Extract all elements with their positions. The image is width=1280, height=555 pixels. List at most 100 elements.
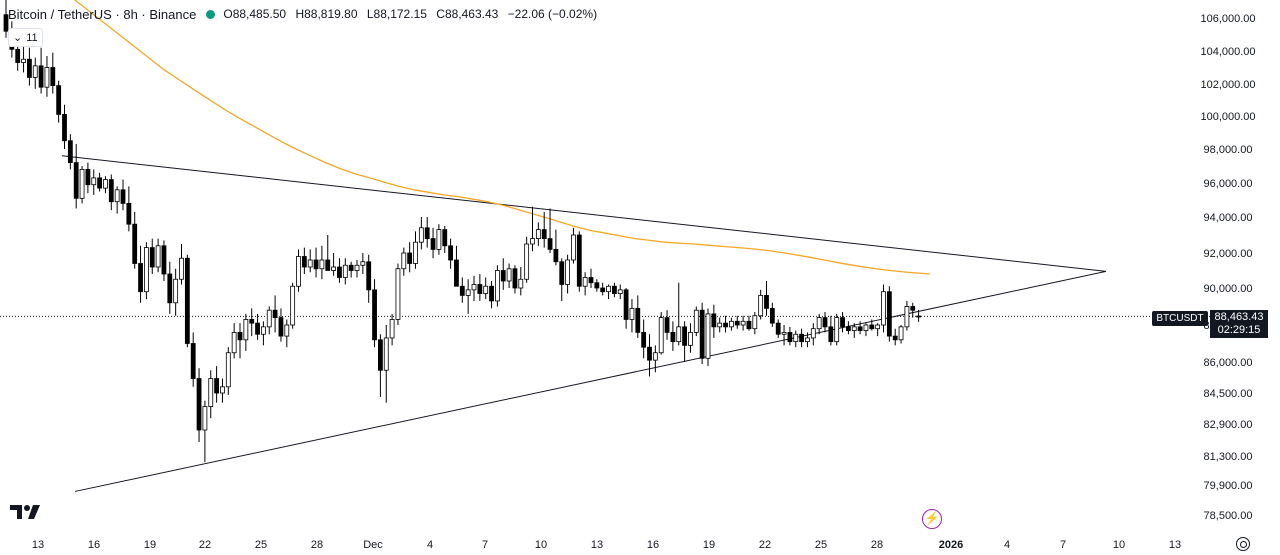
candle-body xyxy=(459,285,465,296)
candle-body xyxy=(424,227,430,240)
candle-body xyxy=(828,326,834,343)
candle-body xyxy=(518,278,524,289)
x-tick-label: Dec xyxy=(363,539,383,551)
candle-body xyxy=(688,331,693,346)
indicator-count: 11 xyxy=(26,31,38,44)
candle-body xyxy=(810,328,816,339)
candle-body xyxy=(553,248,559,263)
candle-body xyxy=(62,114,67,142)
candle-body xyxy=(32,65,38,78)
low-label: L xyxy=(366,7,374,21)
candle-body xyxy=(740,320,746,326)
candle-body xyxy=(383,337,389,371)
candle-body xyxy=(506,268,512,282)
x-tick-label: 10 xyxy=(535,539,547,551)
candle-body xyxy=(15,48,21,63)
candle-body xyxy=(3,14,9,32)
candle-body xyxy=(851,326,857,331)
candle-body xyxy=(892,335,898,341)
candle-body xyxy=(746,320,752,330)
candle-body xyxy=(571,234,576,261)
candle-body xyxy=(354,264,360,271)
y-tick-label: 84,500.00 xyxy=(1204,388,1253,400)
candle-body xyxy=(132,223,138,264)
candle-body xyxy=(670,331,676,343)
candle-body xyxy=(541,229,547,240)
candle-body xyxy=(483,285,489,294)
chevron-down-icon: ⌄ xyxy=(13,32,23,44)
candle-body xyxy=(863,324,869,331)
candle-body xyxy=(664,317,670,333)
last-price-value: 88,463.43 xyxy=(1214,311,1264,323)
candle-body xyxy=(389,319,395,339)
candle-body xyxy=(255,322,260,335)
x-tick-label: 7 xyxy=(482,539,488,551)
y-tick-label: 98,000.00 xyxy=(1204,144,1253,156)
candle-body xyxy=(559,261,565,285)
x-tick-label: 22 xyxy=(759,539,771,551)
x-tick-label: 13 xyxy=(591,539,603,551)
candle-body xyxy=(904,306,910,328)
y-tick-label: 92,000.00 xyxy=(1204,248,1253,260)
candle-body xyxy=(155,245,161,268)
candle-body xyxy=(489,285,494,302)
candle-body xyxy=(436,229,442,250)
symbol-title[interactable]: Bitcoin / TetherUS · 8h · Binance xyxy=(8,6,197,22)
y-tick-label: 94,000.00 xyxy=(1204,212,1253,224)
x-tick-label: 13 xyxy=(1169,539,1181,551)
x-tick-label: 4 xyxy=(427,539,433,551)
market-status-icon xyxy=(206,9,216,19)
x-tick-label: 19 xyxy=(703,539,715,551)
candle-body xyxy=(50,67,56,87)
candle-body xyxy=(857,326,863,331)
indicator-collapse-button[interactable]: ⌄ 11 xyxy=(8,28,43,47)
tradingview-logo-icon[interactable] xyxy=(10,503,42,521)
candle-body xyxy=(535,229,541,240)
candle-body xyxy=(56,85,62,115)
candle-body xyxy=(143,247,149,293)
candle-body xyxy=(781,331,787,335)
candle-body xyxy=(752,315,758,330)
candle-body xyxy=(647,346,652,361)
candle-body xyxy=(97,177,102,189)
candle-body xyxy=(898,326,904,341)
y-tick-label: 81,300.00 xyxy=(1204,451,1253,463)
high-value: 88,819.80 xyxy=(304,7,358,21)
candle-body xyxy=(278,317,284,337)
candle-body xyxy=(395,268,401,320)
x-tick-label: 16 xyxy=(647,539,659,551)
candle-body xyxy=(448,245,454,261)
candle-body xyxy=(547,238,553,250)
candle-body xyxy=(220,386,225,394)
candle-body xyxy=(494,270,500,302)
y-tick-label: 96,000.00 xyxy=(1204,178,1253,190)
candle-body xyxy=(360,261,366,266)
settings-icon[interactable] xyxy=(1236,537,1250,551)
candle-body xyxy=(717,322,723,328)
candle-body xyxy=(91,177,97,186)
close-label: C xyxy=(436,7,445,21)
candle-body xyxy=(313,259,319,270)
y-tick-label: 106,000.00 xyxy=(1200,13,1255,25)
candle-body xyxy=(214,378,220,394)
candle-body xyxy=(196,378,202,431)
candle-body xyxy=(249,319,255,324)
candle-body xyxy=(377,339,383,371)
candle-body xyxy=(612,285,617,294)
candle-body xyxy=(881,291,886,326)
candle-body xyxy=(120,189,126,204)
x-tick-label: 22 xyxy=(199,539,211,551)
candle-body xyxy=(38,65,44,88)
candle-body xyxy=(21,58,26,63)
flash-icon[interactable]: ⚡ xyxy=(922,509,942,529)
candle-body xyxy=(284,324,290,337)
candle-body xyxy=(764,294,769,309)
candle-body xyxy=(822,317,828,328)
candle-body xyxy=(606,285,611,293)
x-tick-label: 28 xyxy=(311,539,323,551)
open-value: 88,485.50 xyxy=(232,7,287,21)
y-tick-label: 86,000.00 xyxy=(1204,357,1253,369)
x-tick-label: 2026 xyxy=(939,539,963,551)
candle-body xyxy=(225,352,231,388)
